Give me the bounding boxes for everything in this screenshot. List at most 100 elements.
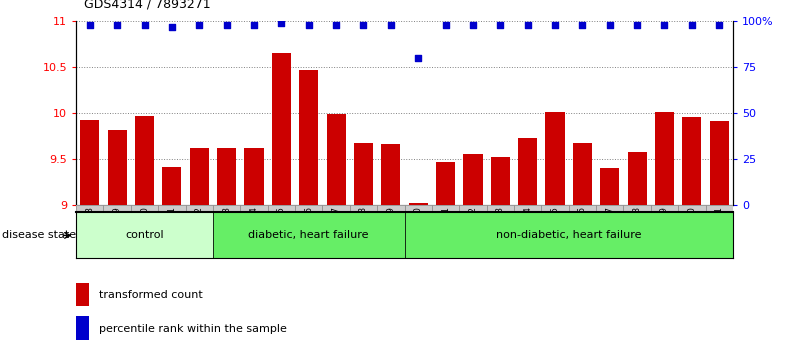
Text: GSM662174: GSM662174 — [523, 206, 532, 257]
Point — [658, 22, 671, 28]
Text: GSM662166: GSM662166 — [304, 206, 313, 257]
Bar — [107, 130, 127, 205]
Text: GSM662172: GSM662172 — [469, 206, 477, 257]
Bar — [518, 138, 537, 205]
Text: GSM662175: GSM662175 — [550, 206, 560, 257]
Bar — [627, 152, 646, 205]
Point — [193, 22, 206, 28]
Text: GSM662180: GSM662180 — [687, 206, 696, 257]
Point — [330, 22, 343, 28]
Point — [576, 22, 589, 28]
Text: disease state: disease state — [2, 230, 76, 240]
Bar — [213, 212, 405, 258]
Bar — [213, 205, 240, 212]
Bar — [186, 205, 213, 212]
Point — [603, 22, 616, 28]
Point — [713, 22, 726, 28]
Bar — [545, 112, 565, 205]
Point — [439, 22, 452, 28]
Bar — [600, 167, 619, 205]
Point — [220, 22, 233, 28]
Bar — [103, 205, 131, 212]
Text: GSM662178: GSM662178 — [633, 206, 642, 257]
Text: GSM662162: GSM662162 — [195, 206, 203, 257]
Text: GSM662169: GSM662169 — [386, 206, 396, 257]
Text: GSM662179: GSM662179 — [660, 206, 669, 257]
Bar — [487, 205, 514, 212]
Point — [138, 22, 151, 28]
Bar — [158, 205, 186, 212]
Point — [166, 24, 179, 30]
Point — [549, 22, 562, 28]
Text: percentile rank within the sample: percentile rank within the sample — [99, 324, 287, 333]
Bar — [76, 205, 103, 212]
Text: GSM662165: GSM662165 — [277, 206, 286, 257]
Text: GSM662164: GSM662164 — [249, 206, 259, 257]
Bar — [244, 148, 264, 205]
Point — [248, 22, 260, 28]
Bar — [217, 148, 236, 205]
Bar — [541, 205, 569, 212]
Bar — [405, 212, 733, 258]
Text: GSM662167: GSM662167 — [332, 206, 340, 257]
Bar — [131, 205, 158, 212]
Text: GDS4314 / 7893271: GDS4314 / 7893271 — [84, 0, 211, 11]
Bar — [514, 205, 541, 212]
Text: GSM662163: GSM662163 — [222, 206, 231, 257]
Point — [630, 22, 643, 28]
Bar — [596, 205, 623, 212]
Bar — [299, 70, 318, 205]
Text: GSM662159: GSM662159 — [113, 206, 122, 257]
Bar — [322, 205, 350, 212]
Bar — [491, 156, 510, 205]
Bar — [405, 205, 432, 212]
Point — [494, 22, 507, 28]
Text: GSM662181: GSM662181 — [714, 206, 724, 257]
Bar — [272, 53, 291, 205]
Bar — [354, 143, 373, 205]
Text: GSM662170: GSM662170 — [413, 206, 423, 257]
Bar — [163, 167, 182, 205]
Bar — [268, 205, 295, 212]
Point — [275, 20, 288, 26]
Bar — [377, 205, 405, 212]
Text: GSM662171: GSM662171 — [441, 206, 450, 257]
Text: GSM662176: GSM662176 — [578, 206, 587, 257]
Bar — [76, 212, 213, 258]
Text: GSM662161: GSM662161 — [167, 206, 176, 257]
Point — [357, 22, 370, 28]
Text: diabetic, heart failure: diabetic, heart failure — [248, 230, 369, 240]
Point — [412, 55, 425, 61]
Text: GSM662158: GSM662158 — [85, 206, 95, 257]
Text: GSM662173: GSM662173 — [496, 206, 505, 257]
Point — [111, 22, 123, 28]
Text: non-diabetic, heart failure: non-diabetic, heart failure — [496, 230, 642, 240]
Bar — [650, 205, 678, 212]
Point — [83, 22, 96, 28]
Bar — [327, 114, 346, 205]
Point — [466, 22, 479, 28]
Bar — [710, 121, 729, 205]
Bar — [190, 148, 209, 205]
Bar — [459, 205, 487, 212]
Text: transformed count: transformed count — [99, 290, 203, 300]
Text: GSM662177: GSM662177 — [606, 206, 614, 257]
Bar — [436, 162, 455, 205]
Bar — [240, 205, 268, 212]
Bar — [678, 205, 706, 212]
Bar — [706, 205, 733, 212]
Point — [384, 22, 397, 28]
Point — [521, 22, 534, 28]
Text: control: control — [125, 230, 164, 240]
Text: GSM662160: GSM662160 — [140, 206, 149, 257]
Bar — [76, 283, 89, 307]
Bar — [432, 205, 459, 212]
Point — [686, 22, 698, 28]
Bar — [295, 205, 322, 212]
Bar — [655, 112, 674, 205]
Bar — [409, 204, 428, 205]
Bar — [135, 116, 154, 205]
Bar — [80, 120, 99, 205]
Bar — [682, 117, 702, 205]
Bar — [350, 205, 377, 212]
